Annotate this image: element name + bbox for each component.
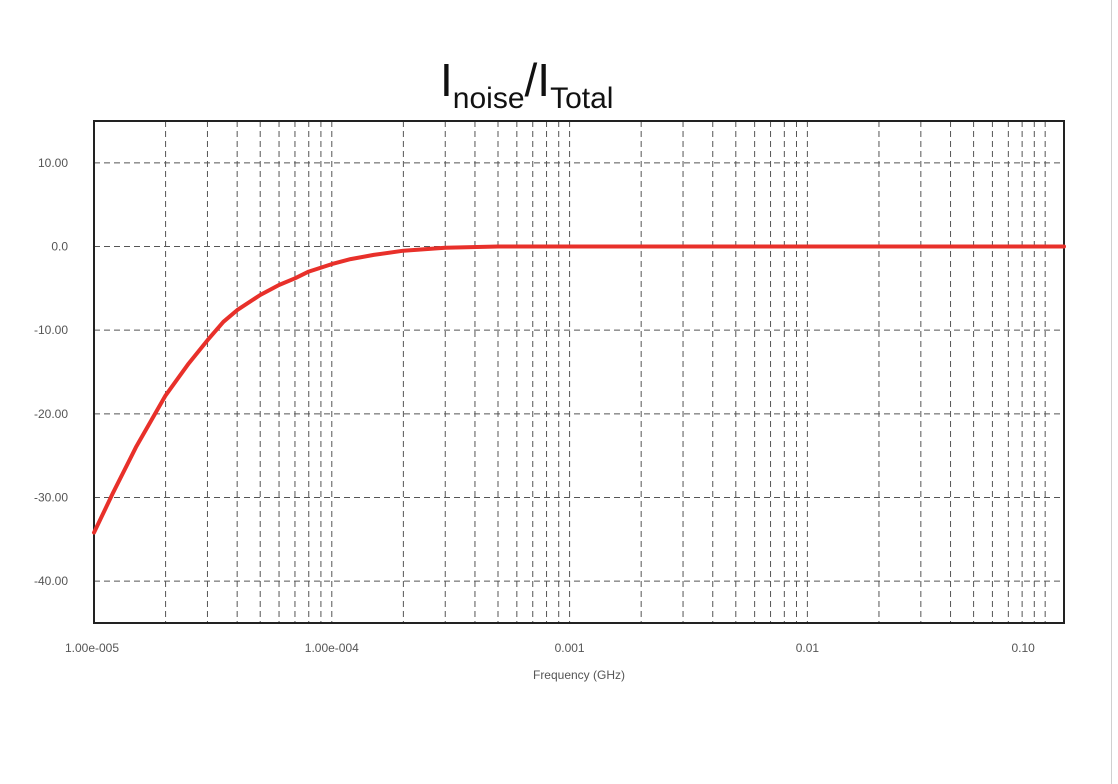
y-tick-label: -20.00	[34, 407, 68, 421]
y-tick-label: -40.00	[34, 574, 68, 588]
y-axis-ticks: 10.00 0.0 -10.00 -20.00 -30.00 -40.00	[34, 156, 68, 588]
window-edge	[1111, 0, 1112, 784]
y-tick-label: 10.00	[38, 156, 68, 170]
chart-title: Inoise/ITotal	[440, 54, 613, 115]
svg-text:Inoise/ITotal: Inoise/ITotal	[440, 54, 613, 115]
x-tick-label: 1.00e-004	[305, 641, 359, 655]
x-tick-label: 0.01	[796, 641, 820, 655]
series-group	[92, 244, 1066, 535]
title-sub-2: Total	[550, 82, 613, 115]
title-sub-1: noise	[453, 82, 525, 115]
grid	[93, 121, 1064, 623]
title-main-1: I	[440, 54, 453, 106]
y-tick-label: 0.0	[51, 240, 68, 254]
x-tick-label: 0.10	[1011, 641, 1035, 655]
y-tick-label: -30.00	[34, 491, 68, 505]
series-line	[92, 244, 1066, 535]
plot-frame	[93, 120, 1065, 624]
y-tick-label: -10.00	[34, 323, 68, 337]
x-axis-label: Frequency (GHz)	[533, 668, 625, 682]
x-axis-ticks: 1.00e-005 1.00e-004 0.001 0.01 0.10	[65, 641, 1035, 655]
x-tick-label: 1.00e-005	[65, 641, 119, 655]
x-tick-label: 0.001	[555, 641, 585, 655]
title-separator: /I	[525, 54, 551, 106]
